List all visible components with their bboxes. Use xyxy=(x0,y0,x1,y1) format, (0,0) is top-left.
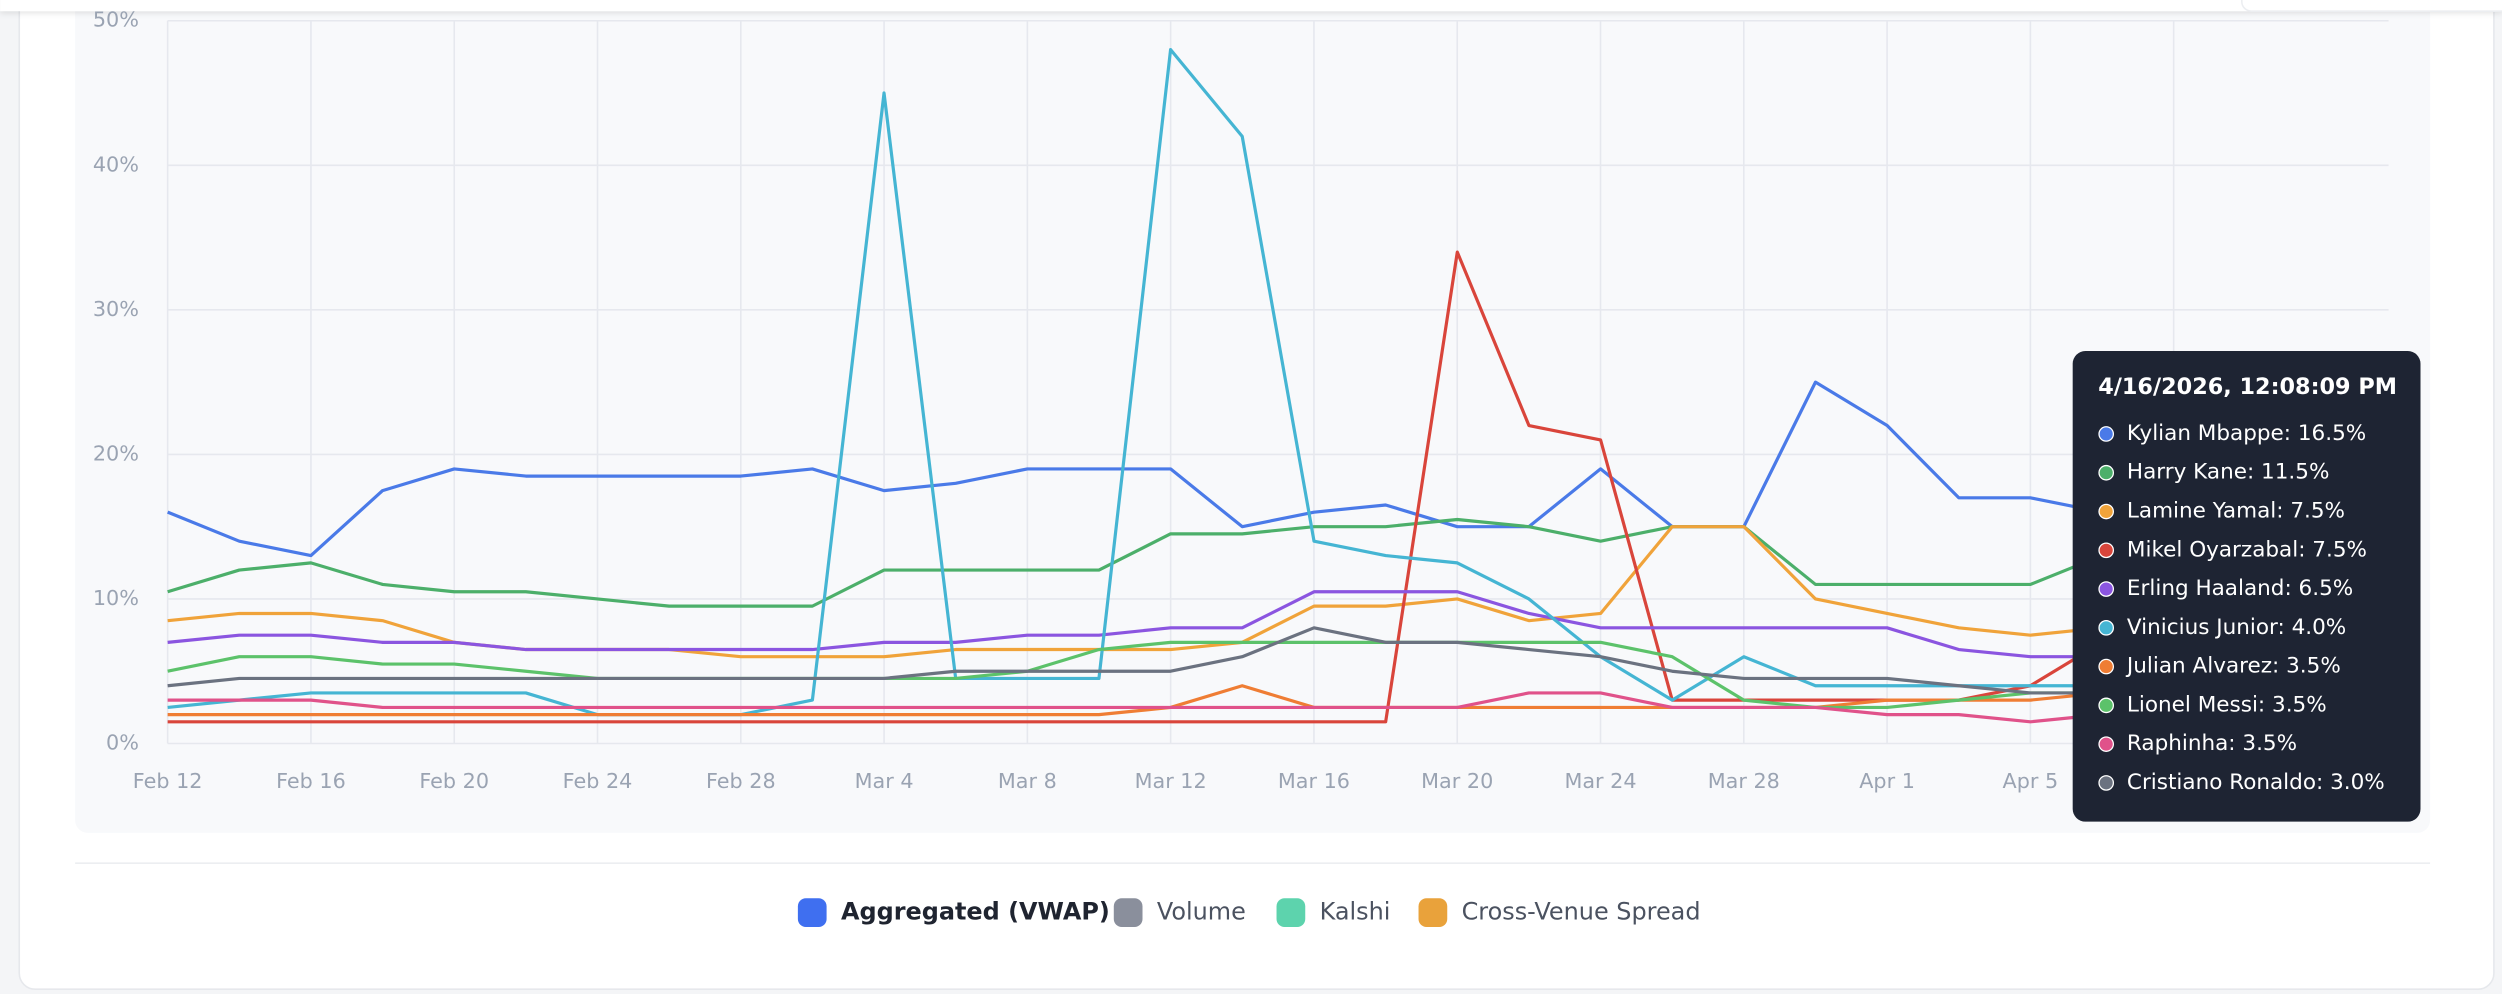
y-tick-label: 40% xyxy=(93,152,139,176)
x-tick-label: Apr 1 xyxy=(1859,769,1915,793)
series-line xyxy=(167,691,2389,724)
tooltip-dot xyxy=(2098,503,2115,520)
tooltip-entry: Lamine Yamal: 7.5% xyxy=(2127,499,2345,524)
tooltip-dot xyxy=(2098,620,2115,636)
plot-panel xyxy=(75,0,2431,833)
x-tick-label: Mar 8 xyxy=(998,769,1057,793)
tooltip-box xyxy=(2072,351,2421,822)
y-tick-label: 30% xyxy=(93,297,139,321)
x-tick-label: Feb 12 xyxy=(133,769,203,793)
x-tick-label: Feb 16 xyxy=(276,769,346,793)
y-tick-label: 20% xyxy=(93,441,139,465)
tooltip-entry: Raphinha: 3.5% xyxy=(2127,731,2297,756)
series-line xyxy=(167,626,2389,702)
tooltip-dot xyxy=(2098,542,2115,559)
tooltip: 4/16/2026, 12:08:09 PM Kylian Mbappe: 16… xyxy=(2072,351,2421,822)
tooltip-dot xyxy=(2098,426,2115,442)
tooltip-dot xyxy=(2098,697,2115,714)
tooltip-dot xyxy=(2098,658,2115,675)
top-bar-control xyxy=(2241,0,2502,12)
tooltip-entry: Lionel Messi: 3.5% xyxy=(2127,692,2327,717)
toggle-swatch[interactable] xyxy=(797,898,827,927)
top-bar xyxy=(0,0,2502,12)
series-line xyxy=(167,250,2389,724)
x-tick-label: Mar 4 xyxy=(855,769,914,793)
tooltip-entry: Vinicius Junior: 4.0% xyxy=(2127,615,2346,640)
y-tick-label: 0% xyxy=(106,731,139,755)
tooltip-title: 4/16/2026, 12:08:09 PM xyxy=(2098,374,2397,400)
series-line xyxy=(167,684,2389,717)
y-tick-label: 10% xyxy=(93,586,139,610)
x-tick-label: Mar 24 xyxy=(1564,769,1636,793)
x-tick-label: Mar 12 xyxy=(1135,769,1207,793)
toggle-label[interactable]: Aggregated (VWAP) xyxy=(841,898,1110,926)
tooltip-dot xyxy=(2098,464,2115,481)
x-tick-label: Feb 24 xyxy=(563,769,633,793)
tooltip-dot xyxy=(2098,736,2115,752)
view-toggles: Aggregated (VWAP) Volume Kalshi Cross-Venue… xyxy=(797,898,1701,927)
plot-lines xyxy=(167,48,2390,724)
toggle-swatch[interactable] xyxy=(1418,898,1448,927)
x-tick-label: Feb 20 xyxy=(419,769,489,793)
series-line xyxy=(167,590,2389,659)
toggle-swatch[interactable] xyxy=(1276,898,1306,927)
tooltip-entry: Julian Alvarez: 3.5% xyxy=(2125,654,2341,679)
series-line xyxy=(167,517,2389,608)
x-tick-label: Feb 28 xyxy=(706,769,776,793)
toggle-swatch[interactable] xyxy=(1113,898,1143,927)
tooltip-entry: Mikel Oyarzabal: 7.5% xyxy=(2127,537,2367,562)
grid: 0% 10% 20% 30% 40% 50% Feb 12 Feb 16 Feb 20 Feb 2… xyxy=(93,8,2389,793)
tooltip-dot xyxy=(2098,581,2115,597)
tooltip-entry: Harry Kane: 11.5% xyxy=(2127,460,2329,485)
tooltip-entry: Kylian Mbappe: 16.5% xyxy=(2127,421,2366,446)
tooltip-entry: Cristiano Ronaldo: 3.0% xyxy=(2127,770,2385,795)
x-tick-label: Mar 16 xyxy=(1278,769,1350,793)
x-tick-label: Mar 20 xyxy=(1421,769,1493,793)
series-line xyxy=(167,48,2389,717)
tooltip-dot xyxy=(2098,775,2115,791)
y-tick-label: 50% xyxy=(93,8,139,32)
toggle-label[interactable]: Kalshi xyxy=(1320,898,1391,926)
toggle-label[interactable]: Volume xyxy=(1157,898,1246,926)
x-tick-label: Apr 5 xyxy=(2003,769,2059,793)
tooltip-entry: Erling Haaland: 6.5% xyxy=(2127,576,2353,601)
x-tick-label: Mar 28 xyxy=(1708,769,1780,793)
series-line xyxy=(167,380,2390,558)
toggle-label[interactable]: Cross-Venue Spread xyxy=(1462,898,1701,926)
